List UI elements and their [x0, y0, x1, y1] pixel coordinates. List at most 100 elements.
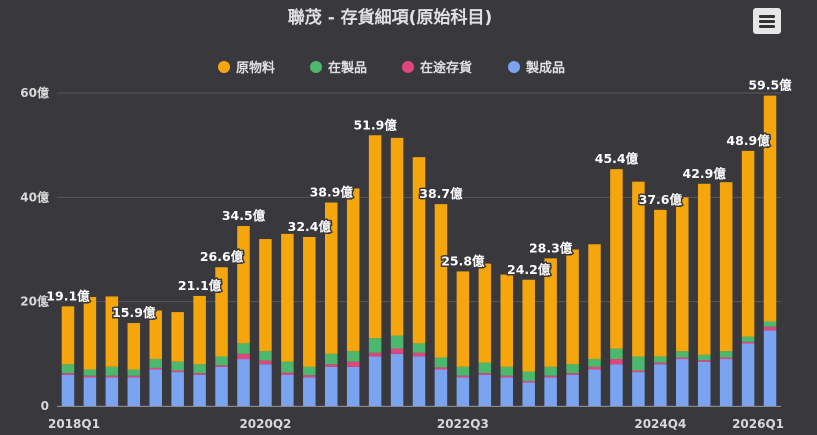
bar-segment: [588, 244, 601, 360]
bar-segment: [632, 370, 645, 373]
chart-bars: [61, 95, 777, 406]
bar-segment: [434, 369, 448, 406]
bar-segment: [149, 359, 162, 368]
bar-segment: [83, 375, 97, 378]
data-label: 34.5億: [222, 208, 266, 223]
bar-segment: [346, 351, 360, 362]
bar-segment: [676, 197, 689, 352]
data-label: 38.9億: [310, 185, 354, 200]
bar-segment: [127, 323, 141, 370]
bar-segment: [193, 374, 206, 406]
bar-segment: [763, 326, 777, 331]
bar-segment: [303, 375, 316, 378]
bar-segment: [478, 373, 492, 375]
legend-marker: [218, 61, 230, 73]
bar-segment: [456, 366, 470, 376]
bar-segment: [61, 373, 75, 375]
bar-segment: [149, 367, 162, 370]
bar-segment: [368, 356, 382, 406]
bar-segment: [346, 366, 360, 406]
bar-segment: [281, 233, 294, 362]
bar-segment: [456, 377, 470, 406]
bar-segment: [324, 364, 338, 367]
bar-segment: [237, 343, 250, 354]
bar-segment: [149, 310, 162, 360]
legend-marker: [402, 61, 414, 73]
data-label: 37.6億: [639, 192, 683, 207]
bar-segment: [566, 373, 579, 375]
data-label: 42.9億: [683, 166, 727, 181]
bar-segment: [544, 377, 557, 406]
data-label: 15.9億: [112, 305, 156, 320]
bar-segment: [215, 267, 228, 357]
bar-segment: [193, 364, 206, 374]
bar-segment: [127, 375, 141, 378]
bar-segment: [412, 352, 426, 357]
bar-segment: [654, 356, 667, 363]
bar-segment: [390, 335, 404, 349]
bar-segment: [456, 271, 470, 367]
bar-segment: [215, 366, 228, 406]
x-axis: 2018Q1 2020Q2 2022Q3 2024Q4 2026Q1: [48, 406, 784, 431]
bar-segment: [215, 356, 228, 366]
data-label: 24.2億: [507, 262, 551, 277]
data-label: 25.8億: [441, 253, 485, 268]
bar-segment: [610, 169, 623, 349]
hamburger-menu-icon[interactable]: [753, 8, 781, 34]
legend-item-1[interactable]: 製成品: [525, 60, 565, 76]
bar-segment: [105, 366, 119, 376]
bar-segment: [676, 359, 689, 406]
legend-item-3[interactable]: 在製品: [328, 60, 367, 76]
bar-segment: [676, 357, 689, 360]
bar-segment: [324, 366, 338, 406]
bar-segment: [697, 183, 711, 355]
bar-segment: [412, 343, 426, 353]
bar-segment: [346, 188, 360, 352]
y-tick-label: 0: [41, 399, 49, 413]
bar-segment: [412, 356, 426, 406]
y-tick-label: 60億: [20, 85, 49, 100]
data-label: 21.1億: [178, 278, 222, 293]
legend-item-4[interactable]: 原物料: [236, 60, 275, 76]
x-tick-label: 2018Q1: [48, 417, 100, 431]
bar-segment: [610, 364, 623, 406]
legend-marker: [508, 61, 520, 73]
bar-segment: [478, 374, 492, 406]
bar-segment: [259, 239, 272, 352]
bar-segment: [566, 374, 579, 406]
bar-segment: [588, 366, 601, 370]
legend-marker: [310, 61, 322, 73]
bar-segment: [259, 360, 272, 365]
bar-segment: [61, 364, 75, 374]
bar-segment: [171, 372, 184, 406]
bar-segment: [237, 353, 250, 360]
data-label: 19.1億: [46, 288, 90, 303]
bar-segment: [105, 375, 119, 378]
legend-item-2[interactable]: 在途存貨: [420, 60, 472, 76]
y-tick-label: 20億: [20, 294, 49, 309]
bar-segment: [566, 364, 579, 374]
bar-segment: [588, 369, 601, 406]
bar-segment: [719, 182, 733, 352]
bar-segment: [83, 296, 97, 370]
bar-segment: [500, 375, 514, 378]
bar-segment: [237, 226, 250, 344]
bar-segment: [719, 357, 733, 360]
bar-segment: [719, 351, 733, 358]
bar-segment: [303, 236, 316, 367]
chart-legend: 原物料 在製品 在途存貨 製成品: [218, 60, 565, 76]
bar-segment: [654, 364, 667, 406]
bar-segment: [390, 353, 404, 406]
bar-segment: [193, 295, 206, 365]
x-tick-label: 2024Q4: [634, 417, 686, 431]
bar-segment: [281, 374, 294, 406]
data-label: 26.6億: [200, 249, 244, 264]
bar-segment: [303, 366, 316, 376]
data-label: 59.5億: [748, 78, 792, 93]
bar-segment: [61, 306, 75, 365]
bar-segment: [61, 374, 75, 406]
bar-segment: [215, 365, 228, 367]
bar-segment: [522, 382, 535, 406]
bar-segment: [654, 209, 667, 357]
